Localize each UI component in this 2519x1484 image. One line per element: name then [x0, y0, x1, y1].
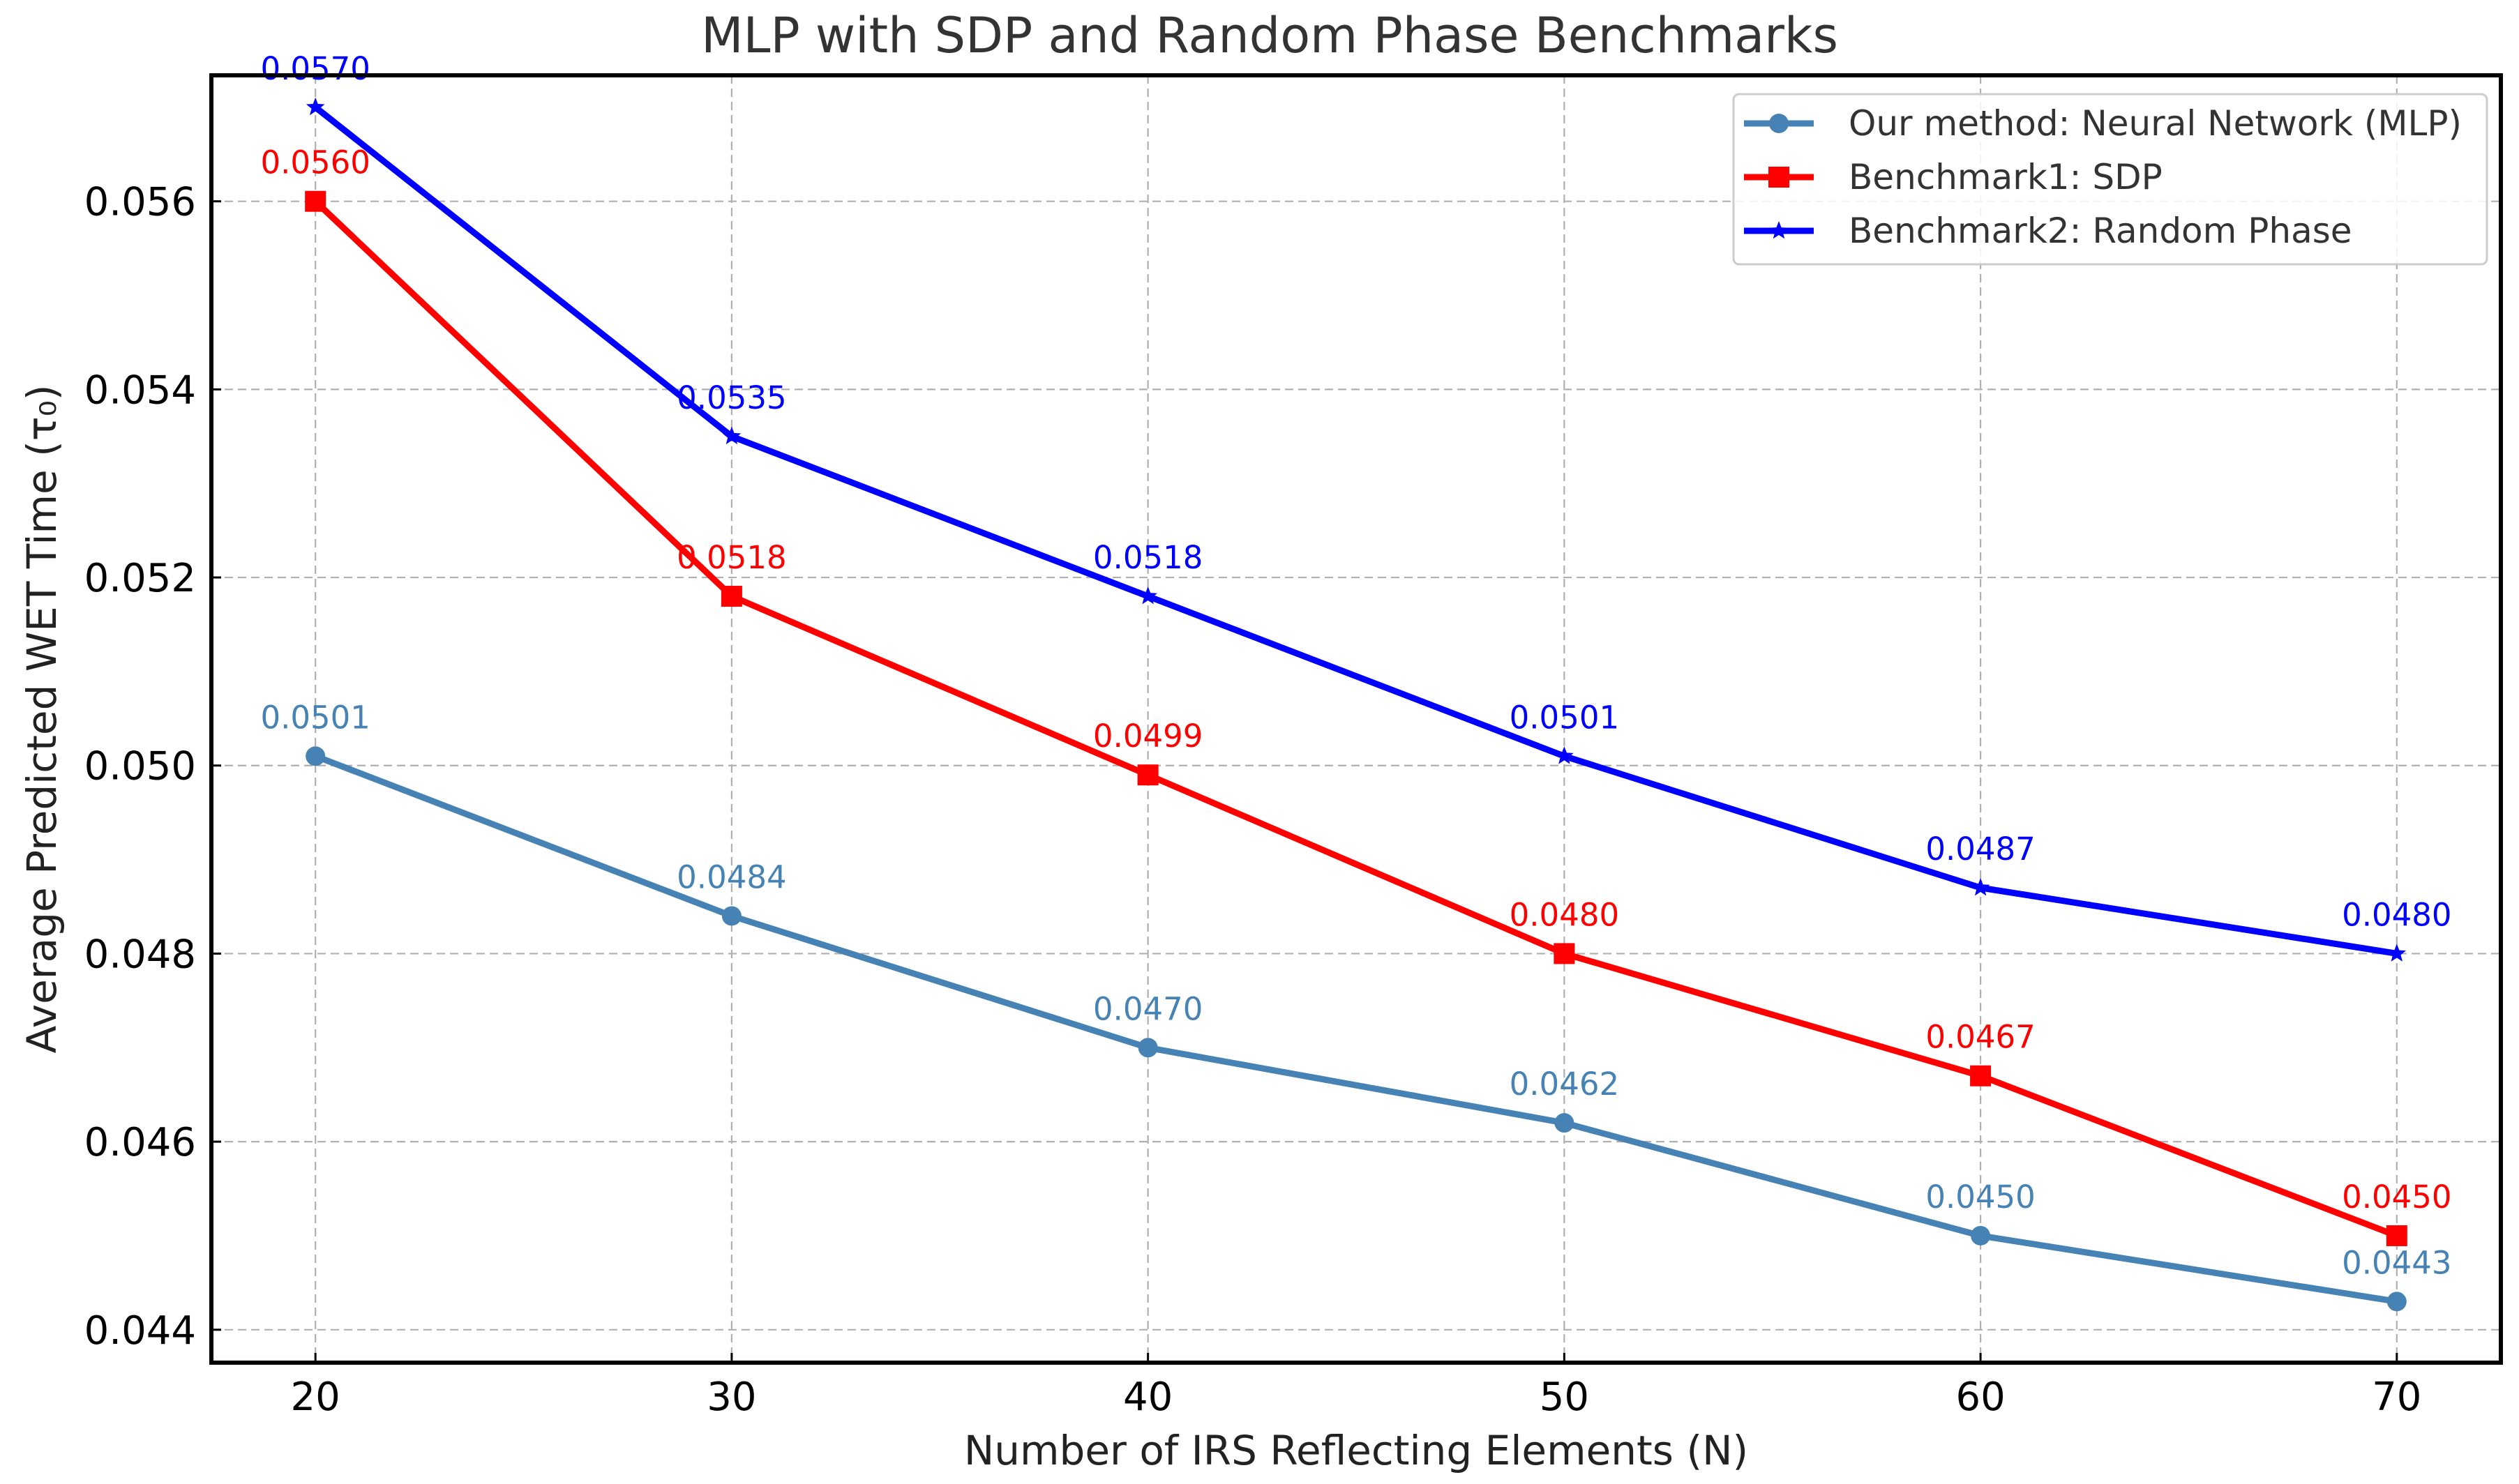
- legend-swatch-marker: [1768, 167, 1789, 188]
- mlp-point: [721, 906, 742, 926]
- data-labels: 0.0501 0.0484 0.0470 0.0462 0.0450 0.0443 0.05…: [260, 50, 2451, 1282]
- x-axis-label: Number of IRS Reflecting Elements (N): [964, 1427, 1748, 1474]
- random-phase-point: [1555, 746, 1574, 764]
- sdp-point: [721, 586, 742, 607]
- axis-ticks: 20 30 40 50 60 70 0.044 0.046 0.048 0.050 0.052 0.0…: [84, 180, 2422, 1420]
- sdp-data-label: 0.0499: [1093, 718, 1203, 755]
- legend-item-mlp: Our method: Neural Network (MLP): [1744, 103, 2462, 144]
- mlp-data-label: 0.0470: [1093, 990, 1203, 1027]
- sdp-point: [2386, 1225, 2407, 1246]
- x-tick-label: 50: [1540, 1375, 1589, 1420]
- x-tick-label: 60: [1955, 1375, 2005, 1420]
- series-sdp: [305, 190, 2407, 1246]
- legend-label: Our method: Neural Network (MLP): [1849, 103, 2462, 144]
- legend-swatch-marker: [1769, 221, 1789, 239]
- series-mlp: [306, 746, 2407, 1312]
- y-tick-label: 0.052: [84, 556, 196, 601]
- random-phase-point: [306, 97, 325, 116]
- sdp-point: [1970, 1065, 1992, 1086]
- random-phase-point: [2387, 944, 2407, 962]
- series-random-phase: [306, 97, 2407, 962]
- mlp-point: [306, 746, 326, 766]
- y-axis-label: Average Predicted WET Time (τ₀): [18, 385, 66, 1054]
- mlp-data-label: 0.0443: [2342, 1244, 2451, 1281]
- random-phase-data-label: 0.0518: [1093, 539, 1203, 576]
- mlp-point: [1971, 1225, 1991, 1246]
- mlp-point: [1554, 1113, 1574, 1133]
- mlp-data-label: 0.0501: [260, 699, 370, 736]
- random-phase-data-label: 0.0480: [2342, 896, 2451, 933]
- sdp-point: [1137, 764, 1159, 786]
- sdp-line: [312, 198, 2400, 1239]
- legend-swatch-marker: [1769, 114, 1789, 133]
- y-tick-label: 0.048: [84, 932, 196, 977]
- x-tick-label: 20: [291, 1375, 340, 1420]
- chart-title: MLP with SDP and Random Phase Benchmarks: [701, 7, 1838, 64]
- mlp-point: [1138, 1038, 1158, 1058]
- mlp-data-label: 0.0450: [1925, 1179, 2035, 1216]
- y-tick-label: 0.056: [84, 180, 196, 225]
- plot-frame: [209, 73, 2503, 1365]
- legend-box: [1732, 93, 2488, 266]
- legend-item-random-phase: Benchmark2: Random Phase: [1744, 211, 2352, 251]
- sdp-data-label: 0.0480: [1510, 896, 1619, 933]
- y-tick-label: 0.044: [84, 1308, 196, 1354]
- x-tick-label: 70: [2372, 1375, 2421, 1420]
- random-phase-point: [1138, 586, 1157, 605]
- random-phase-data-label: 0.0501: [1510, 699, 1619, 736]
- random-phase-data-label: 0.0487: [1925, 831, 2035, 868]
- mlp-point: [2386, 1292, 2407, 1312]
- series-layer: [305, 97, 2407, 1312]
- legend-label: Benchmark1: SDP: [1849, 157, 2163, 197]
- sdp-data-label: 0.0467: [1925, 1019, 2035, 1056]
- legend: Our method: Neural Network (MLP) Benchmar…: [1732, 93, 2488, 266]
- y-tick-label: 0.054: [84, 368, 196, 413]
- sdp-data-label: 0.0450: [2342, 1179, 2451, 1216]
- sdp-point: [1554, 943, 1575, 964]
- sdp-data-label: 0.0560: [260, 144, 370, 181]
- legend-label: Benchmark2: Random Phase: [1849, 211, 2352, 251]
- random-phase-point: [1971, 878, 1990, 896]
- x-tick-label: 40: [1123, 1375, 1173, 1420]
- sdp-data-label: 0.0518: [677, 539, 786, 576]
- y-tick-label: 0.046: [84, 1120, 196, 1165]
- sdp-point: [305, 190, 326, 212]
- mlp-data-label: 0.0462: [1510, 1066, 1619, 1103]
- legend-item-sdp: Benchmark1: SDP: [1744, 157, 2163, 197]
- grid: [211, 75, 2501, 1363]
- x-tick-label: 30: [707, 1375, 756, 1420]
- random-phase-point: [722, 426, 742, 445]
- mlp-line: [312, 752, 2400, 1305]
- random-phase-line: [312, 104, 2400, 957]
- random-phase-data-label: 0.0570: [260, 50, 370, 87]
- mlp-data-label: 0.0484: [677, 858, 786, 895]
- random-phase-data-label: 0.0535: [677, 379, 786, 416]
- y-tick-label: 0.050: [84, 744, 196, 789]
